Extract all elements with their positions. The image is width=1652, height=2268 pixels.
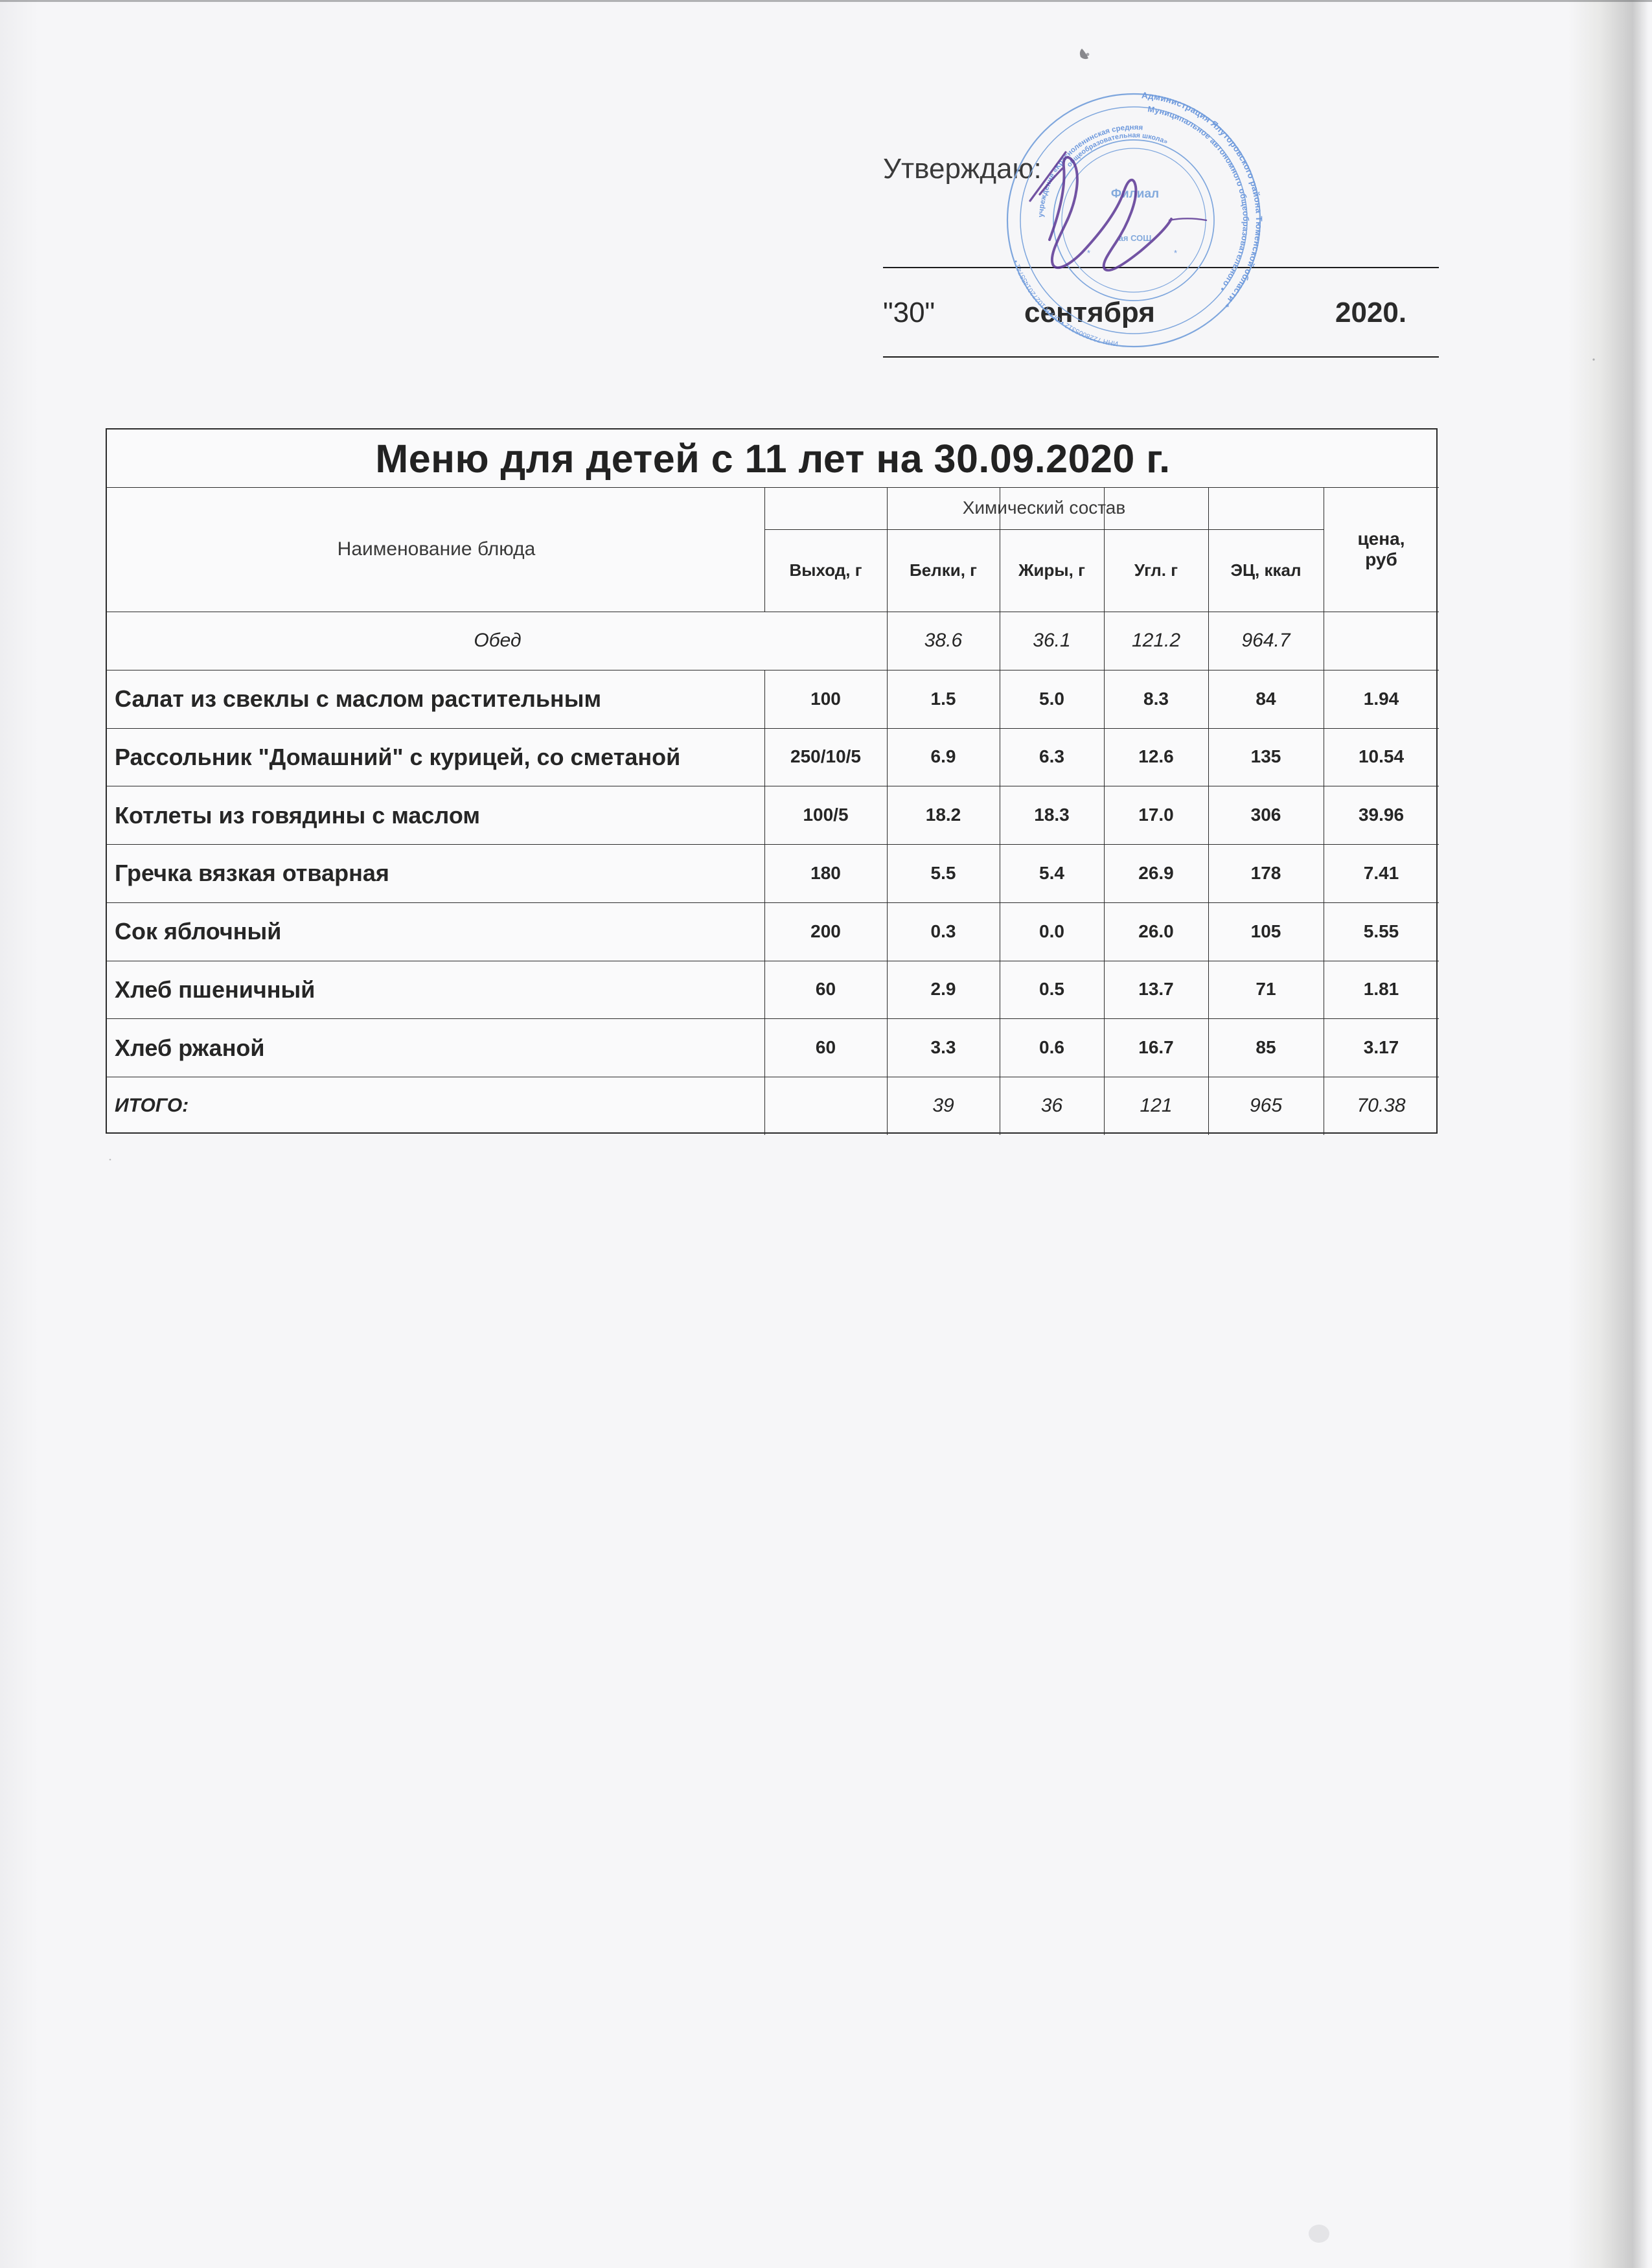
svg-text:*: * — [1174, 248, 1177, 258]
svg-text:ИНН 7228005312 • ОГРН 10272014: ИНН 7228005312 • ОГРН 1027201455741 • — [1012, 258, 1118, 347]
svg-text:Муниципальное автономного обще: Муниципальное автономного общеобразовате… — [1147, 104, 1250, 293]
svg-text:ая СОШ: ая СОШ — [1119, 233, 1152, 243]
svg-text:*: * — [1087, 248, 1090, 258]
